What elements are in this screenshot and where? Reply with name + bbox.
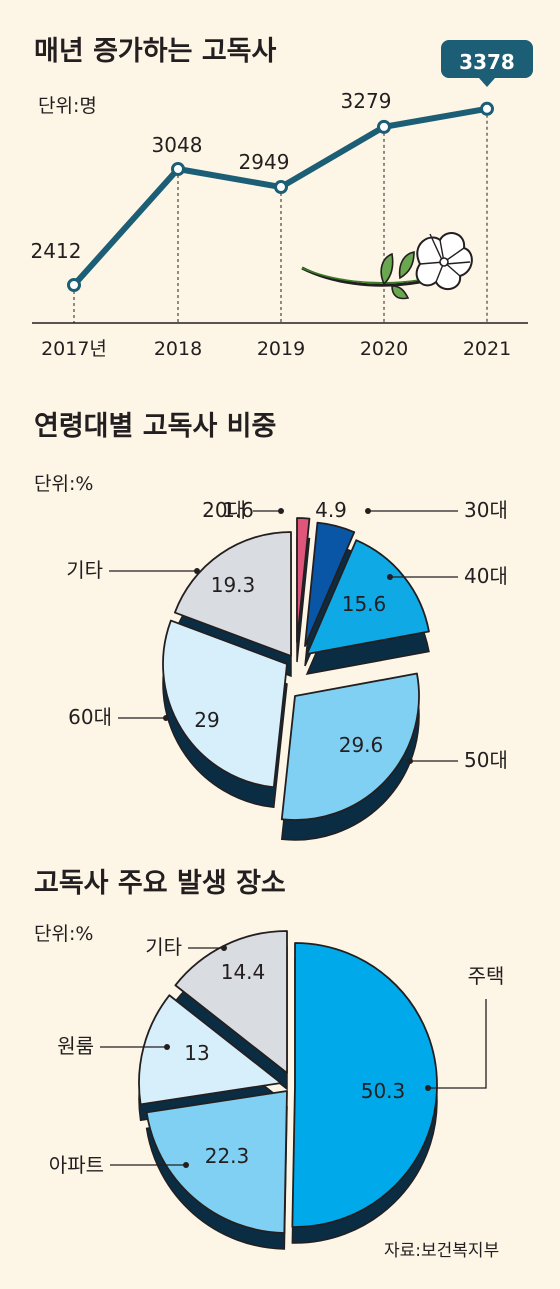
age-pie-title: 연령대별 고독사 비중 <box>34 411 276 442</box>
line-chart: 매년 증가하는 고독사 단위:명 2017년 2018 2019 2020 2021 2… <box>31 36 533 360</box>
data-point <box>377 119 391 134</box>
slice-value-label: 14.4 <box>221 960 266 984</box>
leader-dot <box>164 1044 170 1050</box>
flower-illustration <box>301 232 473 300</box>
slice-value-label: 19.3 <box>211 573 256 597</box>
slice-value-label: 13 <box>184 1041 209 1065</box>
slice-value-label: 4.9 <box>315 498 347 522</box>
pie-slice <box>296 517 311 643</box>
x-tick-label: 2018 <box>154 338 202 360</box>
slice-category-label: 아파트 <box>49 1153 104 1177</box>
x-tick-label: 2019 <box>257 338 305 360</box>
leader-dot <box>163 715 169 721</box>
pie-slice <box>304 521 356 647</box>
highlight-callout: 3378 <box>441 40 533 87</box>
slice-value-label: 22.3 <box>205 1144 250 1168</box>
leader-dot <box>365 508 371 514</box>
slice-category-label: 주택 <box>468 964 505 988</box>
leader-dot <box>425 1085 431 1091</box>
data-label: 3378 <box>459 50 515 74</box>
pie-slice <box>173 531 292 657</box>
slice-category-label: 기타 <box>66 558 103 582</box>
data-point <box>480 101 494 116</box>
callout-bubble <box>441 40 533 87</box>
slice-value-label: 29.6 <box>339 733 384 757</box>
data-label: 2412 <box>31 239 82 263</box>
source-note: 자료:보건복지부 <box>384 1241 499 1261</box>
age-pie-chart: 연령대별 고독사 비중 단위:% 1.6 4.9 15.6 29.6 29 19.3 20… <box>34 411 508 841</box>
data-point <box>67 278 81 292</box>
leader-dot <box>278 508 284 514</box>
line-chart-unit: 단위:명 <box>38 95 97 117</box>
data-point <box>274 180 288 195</box>
slice-category-label: 원룸 <box>57 1034 94 1058</box>
data-label: 2949 <box>239 150 290 174</box>
x-tick-label: 2017년 <box>41 338 107 360</box>
place-pie-title: 고독사 주요 발생 장소 <box>34 868 286 899</box>
leader-dot <box>183 1162 189 1168</box>
slice-category-label: 20대 <box>202 498 246 522</box>
slice-category-label: 40대 <box>464 564 508 588</box>
leader-dot <box>407 758 413 764</box>
slice-value-label: 1.6 <box>222 498 254 522</box>
slice-category-label: 기타 <box>145 935 182 959</box>
line-chart-title: 매년 증가하는 고독사 <box>34 36 277 67</box>
leader-dot <box>221 945 227 951</box>
slice-category-label: 30대 <box>464 498 508 522</box>
pie-slice <box>145 1090 288 1234</box>
slice-category-label: 60대 <box>68 705 112 729</box>
slice-value-label: 15.6 <box>342 592 387 616</box>
leader-dot <box>387 574 393 580</box>
data-label: 3279 <box>341 89 392 113</box>
leader-dot <box>194 568 200 574</box>
slice-category-label: 50대 <box>464 748 508 772</box>
age-pie-unit: 단위:% <box>34 473 93 495</box>
slice-value-label: 50.3 <box>361 1079 406 1103</box>
pie-slice <box>280 672 420 821</box>
leader-line <box>428 999 487 1089</box>
data-point <box>171 162 185 176</box>
place-pie-unit: 단위:% <box>34 923 93 945</box>
pie-slice <box>162 619 288 789</box>
data-label: 3048 <box>152 133 203 157</box>
x-tick-label: 2020 <box>360 338 408 360</box>
pie-slice <box>291 942 439 1228</box>
slice-value-label: 29 <box>194 708 219 732</box>
x-tick-label: 2021 <box>463 338 511 360</box>
